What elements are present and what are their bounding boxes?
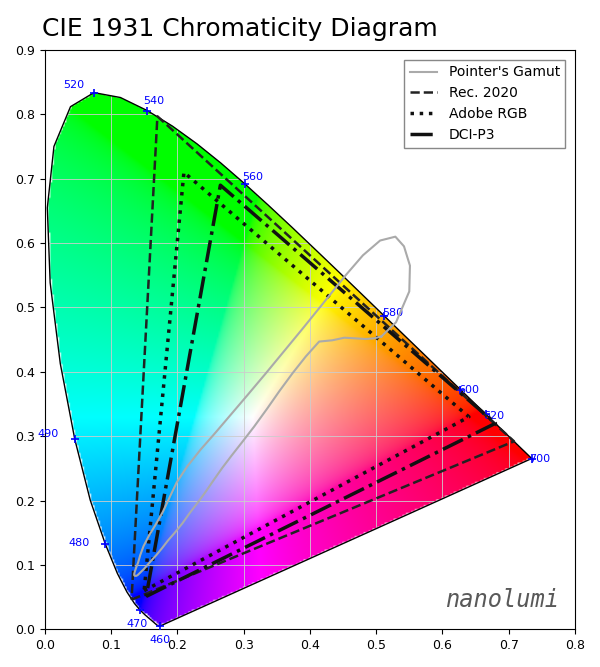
- Legend: Pointer's Gamut, Rec. 2020, Adobe RGB, DCI-P3: Pointer's Gamut, Rec. 2020, Adobe RGB, D…: [404, 60, 565, 148]
- Text: CIE 1931 Chromaticity Diagram: CIE 1931 Chromaticity Diagram: [42, 17, 438, 41]
- Text: 540: 540: [143, 96, 164, 106]
- Text: 700: 700: [529, 454, 550, 464]
- Text: 460: 460: [149, 635, 170, 645]
- Text: 600: 600: [458, 385, 479, 394]
- Text: 580: 580: [382, 308, 403, 318]
- Text: 490: 490: [38, 430, 59, 440]
- PathPatch shape: [45, 50, 575, 629]
- Text: 520: 520: [64, 80, 85, 90]
- Text: 560: 560: [242, 172, 263, 182]
- Text: 620: 620: [484, 411, 505, 421]
- Text: 480: 480: [68, 538, 89, 548]
- Text: 470: 470: [126, 620, 148, 630]
- Text: nanolumi: nanolumi: [445, 588, 559, 612]
